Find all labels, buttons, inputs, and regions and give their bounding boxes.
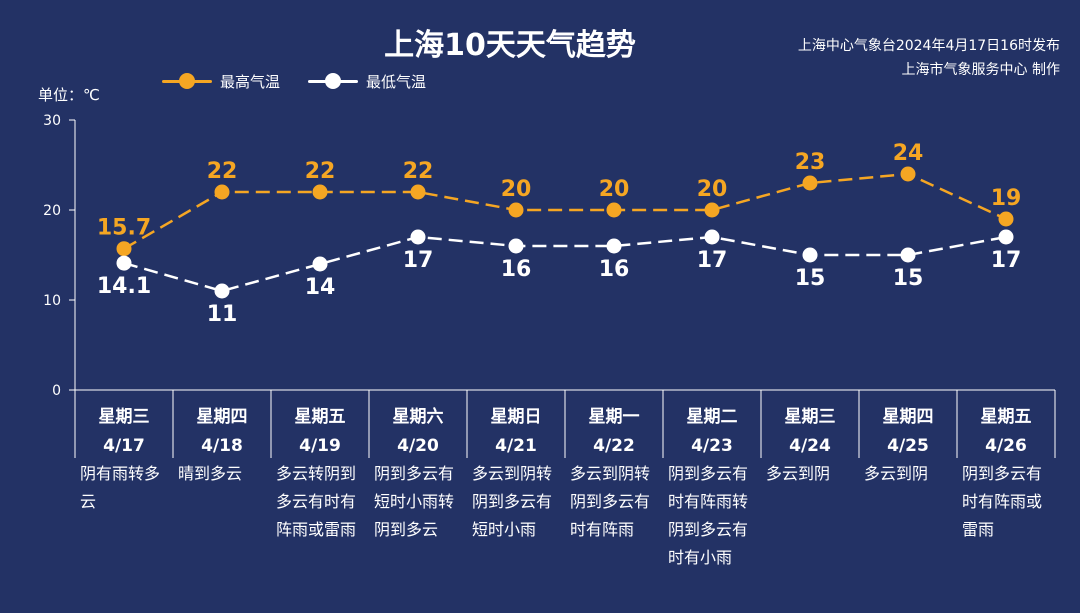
y-tick-label: 20 bbox=[43, 203, 61, 219]
data-label-low: 14 bbox=[305, 275, 336, 300]
data-label-low: 17 bbox=[403, 248, 434, 273]
data-point-high bbox=[508, 202, 524, 218]
data-point-high bbox=[410, 184, 426, 200]
data-label-low: 17 bbox=[991, 248, 1022, 273]
date-label: 4/21 bbox=[495, 436, 537, 456]
unit-label: 单位：℃ bbox=[38, 86, 100, 104]
weekday-label: 星期三 bbox=[99, 407, 150, 427]
data-label-low: 11 bbox=[207, 302, 238, 327]
date-label: 4/24 bbox=[789, 436, 831, 456]
weather-description: 晴到多云 bbox=[178, 464, 243, 483]
data-point-low bbox=[802, 247, 818, 263]
date-label: 4/26 bbox=[985, 436, 1027, 456]
weather-description: 多云到阴 bbox=[766, 464, 831, 483]
data-label-low: 16 bbox=[599, 257, 630, 282]
chart-title: 上海10天天气趋势 bbox=[384, 28, 636, 63]
date-label: 4/17 bbox=[103, 436, 145, 456]
data-point-high bbox=[802, 175, 818, 191]
data-point-high bbox=[998, 211, 1014, 227]
date-label: 4/20 bbox=[397, 436, 439, 456]
legend-item-high: 最高气温 bbox=[162, 70, 280, 92]
y-tick-label: 10 bbox=[43, 293, 61, 309]
weather-description: 阴到多云有时有阵雨或雷雨 bbox=[962, 464, 1043, 539]
series-line-low bbox=[123, 235, 1007, 293]
weather-description: 阴到多云有短时小雨转阴到多云 bbox=[374, 464, 455, 539]
weekday-label: 星期五 bbox=[295, 407, 346, 427]
date-label: 4/19 bbox=[299, 436, 341, 456]
y-tick-label: 30 bbox=[43, 113, 61, 129]
data-label-high: 22 bbox=[305, 159, 336, 184]
data-label-high: 23 bbox=[795, 150, 826, 175]
data-label-high: 20 bbox=[501, 177, 532, 202]
weekday-label: 星期五 bbox=[981, 407, 1032, 427]
data-point-low bbox=[704, 229, 720, 245]
y-tick-label: 0 bbox=[52, 383, 61, 399]
data-point-high bbox=[900, 166, 916, 182]
data-label-high: 15.7 bbox=[97, 216, 151, 241]
data-label-high: 20 bbox=[697, 177, 728, 202]
data-label-low: 16 bbox=[501, 257, 532, 282]
data-label-high: 22 bbox=[403, 159, 434, 184]
data-point-high bbox=[606, 202, 622, 218]
legend-item-low: 最低气温 bbox=[308, 70, 426, 92]
data-label-low: 17 bbox=[697, 248, 728, 273]
data-label-high: 24 bbox=[893, 141, 924, 166]
data-point-high bbox=[214, 184, 230, 200]
data-point-low bbox=[508, 238, 524, 254]
data-label-high: 20 bbox=[599, 177, 630, 202]
legend-swatch-high bbox=[162, 71, 212, 91]
legend-swatch-low bbox=[308, 71, 358, 91]
weekday-label: 星期四 bbox=[883, 407, 934, 427]
weather-description: 多云到阴转阴到多云有时有阵雨 bbox=[570, 464, 651, 539]
weather-description: 阴到多云有时有阵雨转阴到多云有时有小雨 bbox=[668, 464, 749, 567]
data-point-low bbox=[606, 238, 622, 254]
data-label-high: 19 bbox=[991, 186, 1022, 211]
legend-label-low: 最低气温 bbox=[366, 72, 427, 91]
series-line-high bbox=[123, 172, 1007, 250]
data-label-high: 22 bbox=[207, 159, 238, 184]
date-label: 4/18 bbox=[201, 436, 243, 456]
date-label: 4/23 bbox=[691, 436, 733, 456]
weather-description: 阴有雨转多云 bbox=[80, 464, 161, 511]
data-label-low: 14.1 bbox=[97, 274, 151, 299]
weekday-label: 星期日 bbox=[491, 407, 542, 427]
weekday-label: 星期四 bbox=[197, 407, 248, 427]
weather-description: 多云到阴 bbox=[864, 464, 929, 483]
weekday-label: 星期二 bbox=[687, 407, 738, 427]
data-point-low bbox=[312, 256, 328, 272]
weekday-label: 星期三 bbox=[785, 407, 836, 427]
date-label: 4/25 bbox=[887, 436, 929, 456]
data-point-low bbox=[410, 229, 426, 245]
legend-label-high: 最高气温 bbox=[220, 72, 281, 91]
source-info: 上海中心气象台2024年4月17日16时发布 上海市气象服务中心 制作 bbox=[798, 34, 1060, 82]
weekday-label: 星期六 bbox=[393, 406, 444, 427]
data-point-low bbox=[998, 229, 1014, 245]
data-point-low bbox=[900, 247, 916, 263]
weather-description: 多云到阴转阴到多云有短时小雨 bbox=[472, 464, 553, 539]
data-point-high bbox=[312, 184, 328, 200]
data-point-low bbox=[116, 255, 132, 271]
data-label-low: 15 bbox=[795, 266, 826, 291]
source-line-2: 上海市气象服务中心 制作 bbox=[901, 62, 1060, 78]
data-label-low: 15 bbox=[893, 266, 924, 291]
weekday-label: 星期一 bbox=[589, 407, 640, 427]
source-line-1: 上海中心气象台2024年4月17日16时发布 bbox=[797, 38, 1060, 54]
weather-description: 多云转阴到多云有时有阵雨或雷雨 bbox=[276, 464, 357, 539]
data-point-low bbox=[214, 283, 230, 299]
data-point-high bbox=[116, 241, 132, 257]
date-label: 4/22 bbox=[593, 436, 635, 456]
data-point-high bbox=[704, 202, 720, 218]
